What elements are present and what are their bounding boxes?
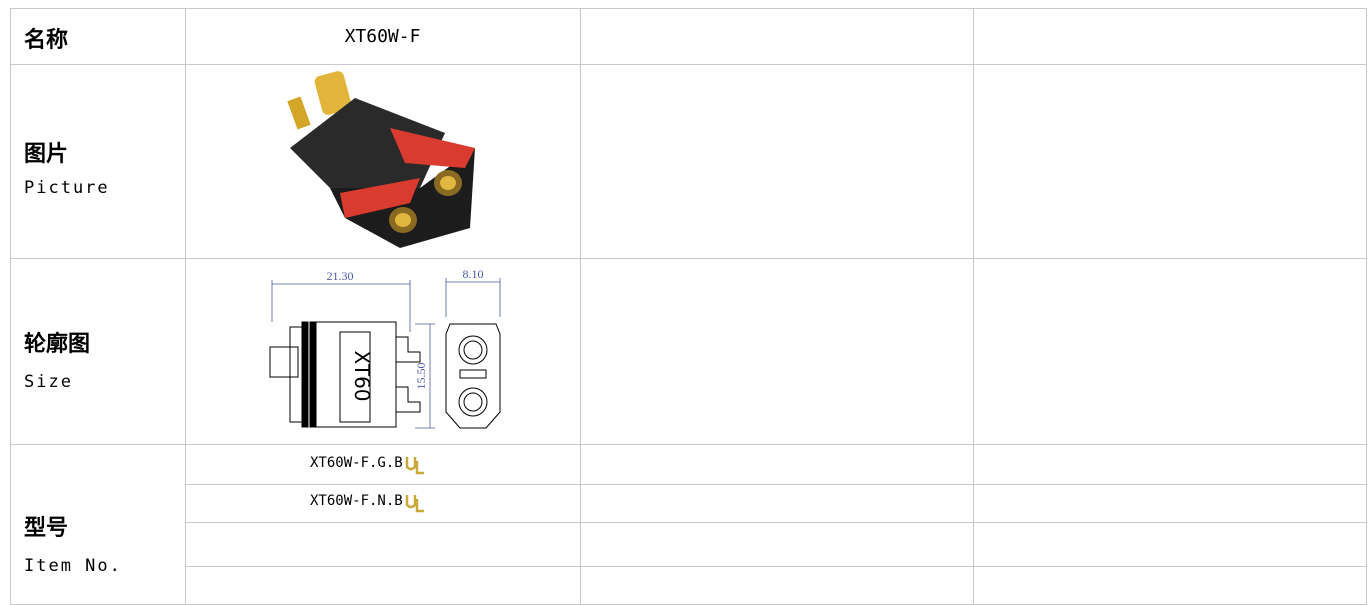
rule — [973, 8, 974, 605]
rule — [185, 484, 1366, 485]
rule — [10, 64, 1366, 65]
rule — [185, 522, 1366, 523]
rule — [10, 8, 1366, 9]
item-number: XT60W-F.N.B — [310, 493, 403, 509]
rule — [185, 8, 186, 605]
rule — [185, 566, 1366, 567]
rule — [10, 258, 1366, 259]
rule — [10, 8, 11, 605]
row-label: 名称 — [24, 28, 69, 53]
ul-logo — [405, 457, 424, 475]
dimension-label: 8.10 — [463, 267, 484, 281]
rule — [580, 8, 581, 605]
rule — [10, 444, 1366, 445]
row-sublabel: Size — [24, 372, 73, 392]
product-photo — [287, 71, 475, 248]
row-sublabel: Picture — [24, 178, 110, 198]
row-label: 图片 — [24, 142, 69, 167]
ul-logo — [405, 495, 424, 513]
outline-drawing: 21.30 8.10 15.50 XT60 — [269, 267, 501, 429]
item-number: XT60W-F.G.B — [310, 455, 403, 471]
row-sublabel: Item No. — [24, 556, 122, 576]
row-label: 型号 — [24, 516, 69, 541]
product-name: XT60W-F — [344, 26, 421, 47]
dimension-label: 15.50 — [414, 363, 428, 390]
dimension-label: 21.30 — [327, 269, 354, 283]
row-label: 轮廓图 — [24, 332, 91, 357]
rule — [1366, 8, 1367, 605]
drawing-marking: XT60 — [350, 350, 374, 401]
